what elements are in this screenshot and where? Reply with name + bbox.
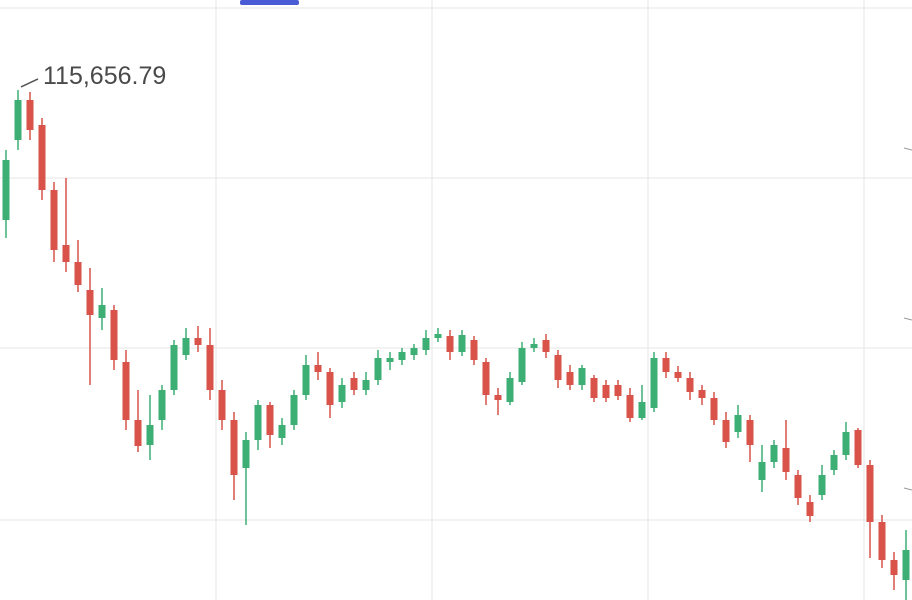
- candle-body: [122, 362, 130, 420]
- candle-body: [770, 445, 778, 462]
- candle-body: [806, 502, 814, 516]
- candle-body: [14, 100, 22, 140]
- edge-tick: [903, 317, 912, 321]
- candle-body: [86, 290, 94, 315]
- candle-body: [674, 372, 682, 378]
- candle-body: [890, 560, 898, 575]
- candle-body: [482, 362, 490, 395]
- candle-body: [650, 358, 658, 408]
- candle-body: [194, 338, 202, 345]
- candle-body: [746, 420, 754, 445]
- candle-body: [254, 405, 262, 440]
- candle-body: [626, 395, 634, 418]
- candle-body: [566, 372, 574, 385]
- tab-indicator: [240, 0, 299, 5]
- candle-body: [602, 385, 610, 398]
- candle-body: [638, 402, 646, 418]
- candle-body: [662, 358, 670, 372]
- annotation-leader: [20, 78, 39, 88]
- candle-body: [422, 338, 430, 350]
- candle-body: [170, 345, 178, 390]
- candle-body: [554, 355, 562, 380]
- candle-body: [278, 425, 286, 438]
- candle-body: [710, 398, 718, 420]
- candle-body: [542, 340, 550, 352]
- candle-body: [314, 365, 322, 372]
- candle-body: [830, 455, 838, 470]
- candle-body: [446, 336, 454, 352]
- candle-body: [470, 340, 478, 360]
- candle-body: [818, 475, 826, 495]
- candle-body: [98, 305, 106, 318]
- candle-body: [782, 448, 790, 472]
- candle-body: [722, 420, 730, 442]
- candle-body: [590, 378, 598, 398]
- candle-body: [386, 358, 394, 362]
- annotation: 115,656.79: [43, 62, 166, 90]
- candle-body: [242, 440, 250, 468]
- candle-body: [734, 415, 742, 432]
- candle-body: [434, 334, 442, 338]
- candle-body: [458, 335, 466, 352]
- candle-body: [614, 385, 622, 396]
- candle-body: [902, 550, 910, 580]
- candle-body: [794, 475, 802, 498]
- candle-body: [686, 378, 694, 392]
- candle-body: [38, 125, 46, 190]
- candle-body: [878, 522, 886, 560]
- candle-body: [494, 395, 502, 400]
- candle-body: [530, 344, 538, 348]
- candle-body: [146, 425, 154, 445]
- candle-body: [350, 378, 358, 390]
- edge-tick: [903, 147, 912, 151]
- candle-body: [134, 420, 142, 446]
- candle-body: [110, 310, 118, 360]
- candle-body: [290, 395, 298, 425]
- candle-body: [50, 190, 58, 250]
- candle-body: [230, 420, 238, 475]
- candle-body: [326, 372, 334, 405]
- candle-body: [842, 432, 850, 455]
- candle-body: [398, 352, 406, 360]
- candle-body: [362, 380, 370, 390]
- candle-body: [74, 262, 82, 285]
- candle-body: [266, 405, 274, 435]
- candle-body: [866, 465, 874, 522]
- candle-body: [758, 462, 766, 480]
- candle-body: [506, 378, 514, 402]
- candle-body: [578, 368, 586, 385]
- candle-body: [158, 390, 166, 420]
- edge-tick: [903, 487, 912, 491]
- candle-body: [302, 365, 310, 395]
- candle-body: [338, 385, 346, 402]
- candle-body: [410, 348, 418, 355]
- candle-body: [62, 245, 70, 262]
- candle-body: [698, 390, 706, 398]
- candle-body: [182, 338, 190, 355]
- candle-body: [26, 100, 34, 130]
- candle-body: [518, 348, 526, 382]
- candle-body: [206, 345, 214, 390]
- candle-body: [854, 430, 862, 465]
- candles: [2, 89, 910, 600]
- candle-body: [2, 160, 10, 220]
- candle-body: [218, 390, 226, 420]
- candle-body: [374, 358, 382, 380]
